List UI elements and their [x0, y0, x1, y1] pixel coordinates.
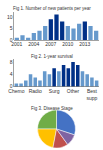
svg-text:Fig 2. 1-year survival: Fig 2. 1-year survival	[31, 54, 73, 59]
svg-text:10: 10	[7, 14, 13, 20]
svg-text:Surg: Surg	[49, 88, 60, 94]
svg-text:2004: 2004	[28, 41, 39, 47]
svg-text:2007: 2007	[45, 41, 56, 47]
svg-text:Radio: Radio	[29, 88, 42, 94]
svg-text:8: 8	[10, 59, 13, 65]
svg-text:2013: 2013	[79, 41, 90, 47]
svg-text:0: 0	[10, 83, 13, 89]
svg-text:Fig 1. Number of new patients: Fig 1. Number of new patients per year	[13, 6, 91, 11]
svg-text:4: 4	[10, 71, 13, 77]
svg-text:0: 0	[10, 37, 13, 43]
svg-text:2001: 2001	[11, 41, 22, 47]
svg-text:Chemo: Chemo	[8, 88, 24, 94]
svg-text:Other: Other	[67, 88, 80, 94]
svg-text:2010: 2010	[62, 41, 73, 47]
svg-text:Fig 3. Disease Stage: Fig 3. Disease Stage	[31, 106, 73, 111]
svg-text:5: 5	[10, 25, 13, 31]
svg-text:Bestsupp: Bestsupp	[86, 88, 97, 101]
